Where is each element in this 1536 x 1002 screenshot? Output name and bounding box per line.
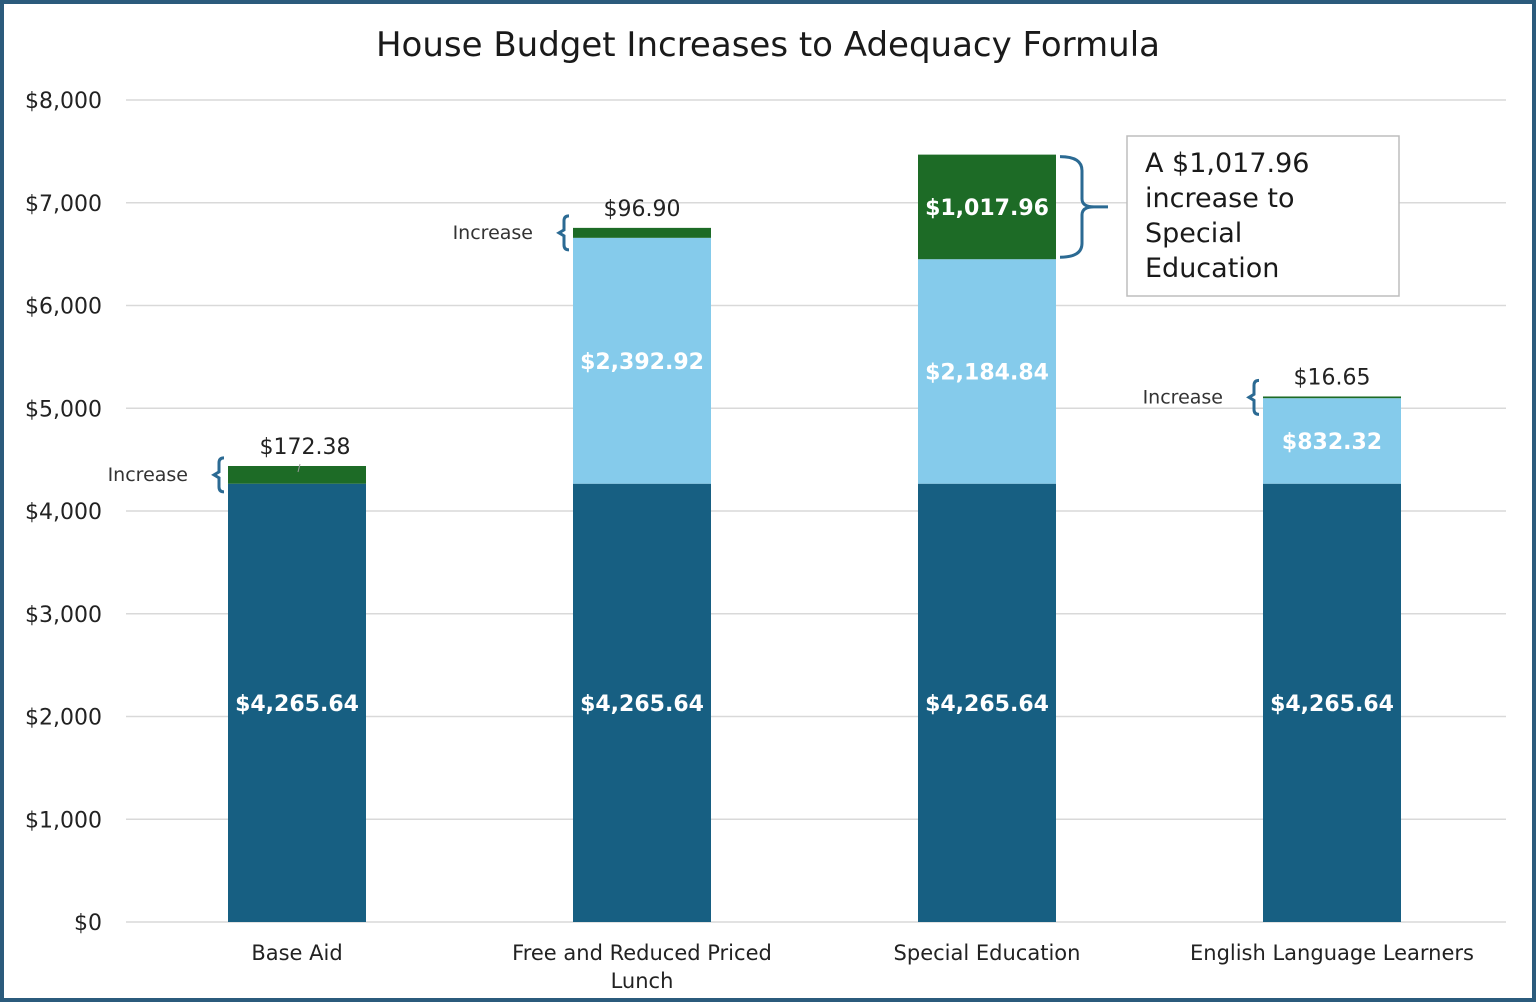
bar-segment [918, 259, 1056, 484]
y-tick-label: $6,000 [25, 295, 102, 320]
bar-segment [1263, 398, 1401, 484]
x-category-label: Lunch [611, 969, 674, 993]
x-category-label: Free and Reduced Priced [512, 941, 772, 965]
data-label-base: $4,265.64 [580, 692, 704, 717]
callout-text-line: increase to [1145, 183, 1295, 214]
bar-segment [918, 483, 1056, 922]
y-tick-label: $0 [74, 911, 102, 936]
bar-segment [1263, 483, 1401, 922]
increase-brace [211, 456, 225, 494]
data-label-weight: $832.32 [1282, 430, 1382, 455]
bar-segment [573, 483, 711, 922]
increase-word: Increase [108, 464, 188, 486]
increase-word: Increase [453, 222, 533, 244]
data-label-weight: $2,392.92 [580, 350, 704, 375]
y-tick-label: $2,000 [25, 706, 102, 731]
y-tick-label: $5,000 [25, 397, 102, 422]
callout-text-line: Education [1145, 253, 1279, 284]
bar-segment [573, 237, 711, 484]
stacked-bar-chart: House Budget Increases to Adequacy Formu… [25, 25, 1506, 993]
data-label-increase: $172.38 [260, 435, 351, 460]
bar-segment [1263, 396, 1401, 399]
y-tick-label: $8,000 [25, 89, 102, 114]
callout-text-line: A $1,017.96 [1145, 148, 1309, 179]
x-category-label: Special Education [894, 941, 1081, 965]
callout-box [1126, 135, 1400, 297]
bar-segment [228, 465, 366, 484]
leader-line [297, 463, 301, 473]
y-tick-label: $4,000 [25, 500, 102, 525]
increase-brace [1246, 378, 1260, 416]
y-tick-label: $7,000 [25, 192, 102, 217]
data-label-base: $4,265.64 [925, 692, 1049, 717]
callout-brace [1059, 155, 1108, 259]
data-label-increase: $96.90 [604, 197, 681, 222]
data-label-base: $4,265.64 [1270, 692, 1394, 717]
data-label-base: $4,265.64 [235, 692, 359, 717]
bar-segment [228, 483, 366, 922]
data-label-weight: $2,184.84 [925, 360, 1049, 385]
data-label-increase: $1,017.96 [925, 196, 1049, 221]
bar-segment [918, 154, 1056, 260]
bar-segment [573, 227, 711, 238]
y-tick-label: $1,000 [25, 808, 102, 833]
y-tick-label: $3,000 [25, 603, 102, 628]
callout-text-line: Special [1145, 218, 1242, 249]
chart-title: House Budget Increases to Adequacy Formu… [376, 25, 1160, 65]
x-category-label: English Language Learners [1190, 941, 1474, 965]
increase-word: Increase [1143, 386, 1223, 408]
x-category-label: Base Aid [251, 941, 342, 965]
increase-brace [556, 214, 570, 252]
data-label-increase: $16.65 [1294, 365, 1371, 390]
